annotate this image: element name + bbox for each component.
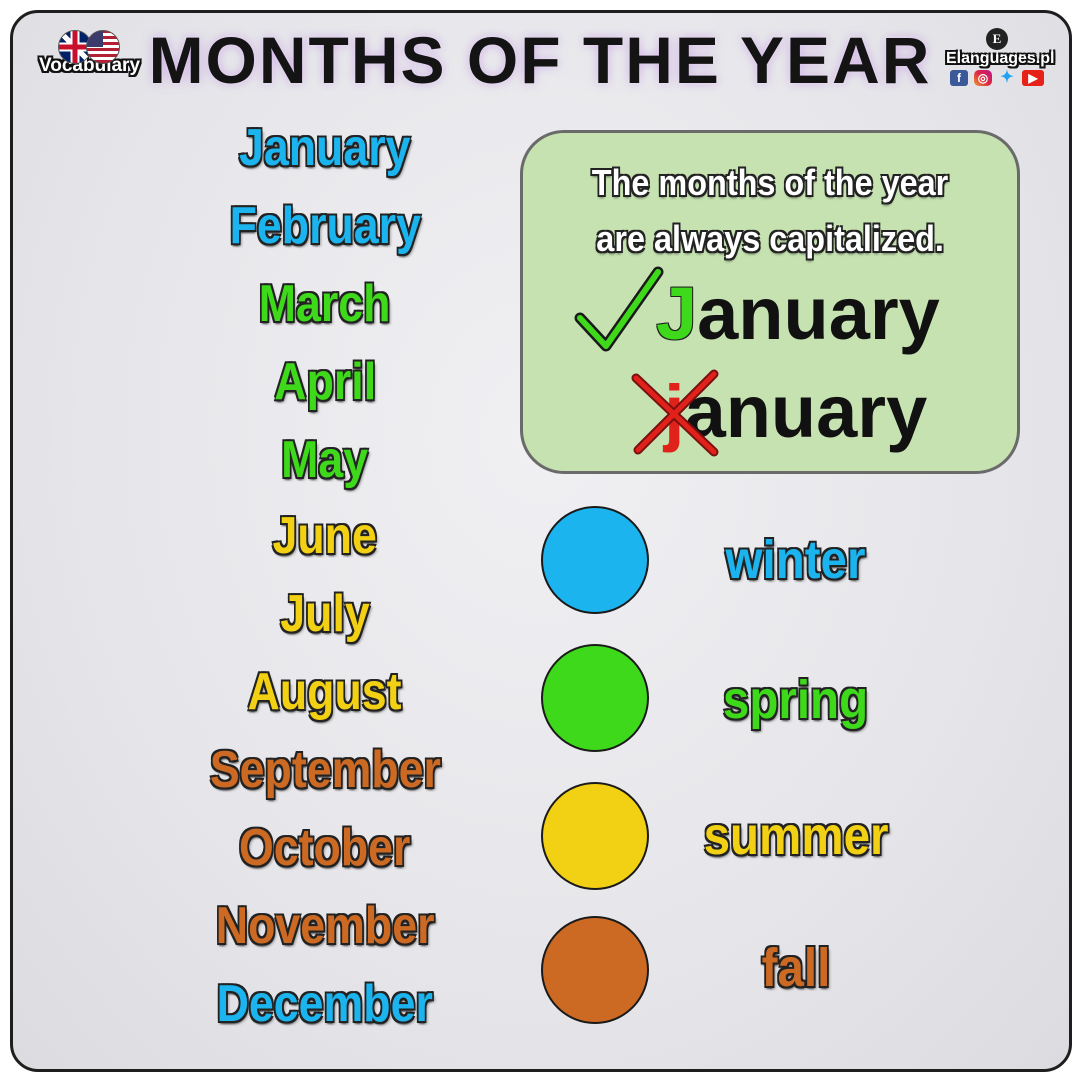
twitter-icon[interactable]: ✦ [1000, 69, 1014, 86]
correct-first-letter: J [656, 272, 698, 355]
season-fall: fall [761, 938, 831, 998]
winter-dot-icon [541, 506, 649, 614]
summer-dot-icon [541, 782, 649, 890]
month-april: April [274, 353, 376, 411]
month-november: November [215, 897, 435, 955]
uk-flag-icon [58, 30, 92, 64]
season-summer: summer [703, 806, 889, 866]
flags [36, 30, 140, 64]
instagram-icon[interactable]: ◎ [974, 70, 992, 86]
capitalization-note: The months of the year are always capita… [520, 130, 1020, 474]
fall-dot-icon [541, 916, 649, 1024]
month-march: March [259, 275, 391, 333]
spring-dot-icon [541, 644, 649, 752]
us-flag-icon [86, 30, 120, 64]
cross-icon [631, 369, 719, 457]
facebook-icon[interactable]: f [950, 70, 968, 86]
season-spring: spring [723, 670, 869, 730]
site-name[interactable]: Elanguages.pl [946, 50, 1055, 67]
month-february: February [229, 197, 421, 255]
month-october: October [239, 819, 411, 877]
checkmark-icon [574, 266, 664, 352]
correct-example: January [656, 274, 940, 354]
correct-rest: anuary [697, 272, 940, 355]
month-may: May [281, 431, 369, 489]
month-july: July [280, 585, 370, 643]
month-june: June [272, 507, 378, 565]
month-january: January [239, 119, 411, 177]
note-line-1: The months of the year [591, 162, 949, 203]
note-line-2: are always capitalized. [596, 218, 944, 259]
incorrect-rest: anuary [684, 370, 928, 453]
month-september: September [209, 741, 441, 799]
page-title: MONTHS OF THE YEAR [148, 23, 932, 97]
site-badge: E Elanguages.pl f ◎ ✦ ▶ [946, 28, 1055, 86]
month-december: December [216, 975, 434, 1033]
season-winter: winter [726, 530, 866, 590]
vocabulary-badge: Vocabulary [36, 30, 140, 77]
month-august: August [247, 663, 403, 721]
youtube-icon[interactable]: ▶ [1022, 70, 1044, 86]
note-text: The months of the year are always capita… [523, 155, 1017, 267]
social-links: f ◎ ✦ ▶ [946, 70, 1048, 86]
logo-icon: E [986, 28, 1008, 50]
